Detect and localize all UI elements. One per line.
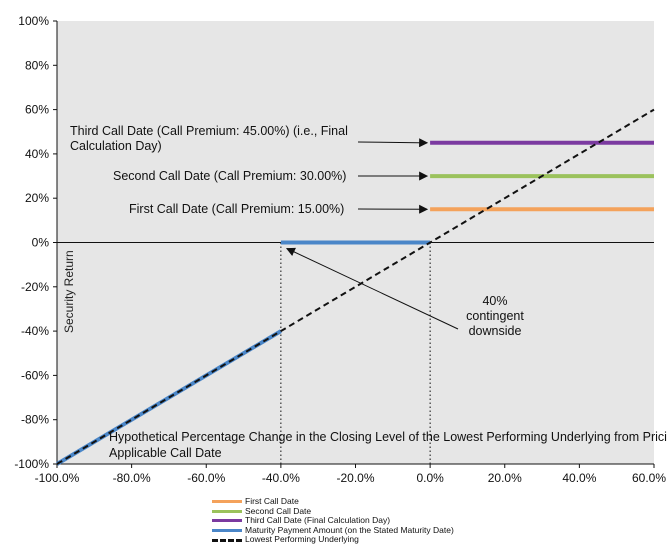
y-tick-label: 40% bbox=[25, 147, 49, 161]
legend-label: First Call Date bbox=[245, 497, 299, 506]
x-tick-label: -100.0% bbox=[35, 471, 80, 485]
legend-label: Third Call Date (Final Calculation Day) bbox=[245, 516, 391, 526]
y-tick-label: 60% bbox=[25, 103, 49, 117]
y-tick-label: 0% bbox=[32, 236, 50, 250]
legend-swatch bbox=[212, 509, 242, 513]
annotations: Third Call Date (Call Premium: 45.00%) (… bbox=[70, 124, 524, 338]
annotation-arrow bbox=[285, 247, 459, 330]
legend-label: Maturity Payment Amount (on the Stated M… bbox=[245, 525, 454, 535]
annotation: Third Call Date (Call Premium: 45.00%) (… bbox=[70, 124, 429, 153]
legend-item: Second Call Date bbox=[212, 507, 512, 517]
x-tick-label: 0.0% bbox=[416, 471, 444, 485]
legend-swatch bbox=[212, 519, 242, 523]
legend: First Call Date Second Call Date Third Cal… bbox=[212, 497, 512, 545]
y-tick-label: 20% bbox=[25, 191, 49, 205]
series-line bbox=[56, 108, 655, 465]
x-tick-label: 60.0% bbox=[632, 471, 666, 485]
x-tick-label: 20.0% bbox=[488, 471, 522, 485]
x-axis-label-text: Applicable Call Date bbox=[109, 446, 222, 460]
legend-swatch bbox=[212, 529, 242, 533]
legend-swatch bbox=[212, 538, 242, 542]
annotation-text: First Call Date (Call Premium: 15.00%) bbox=[129, 202, 344, 216]
annotation-text: downside bbox=[469, 324, 522, 338]
y-tick-label: 80% bbox=[25, 58, 49, 72]
annotation-text: Second Call Date (Call Premium: 30.00%) bbox=[113, 169, 346, 183]
y-tick-label: -20% bbox=[21, 280, 49, 294]
x-tick-label: 40.0% bbox=[562, 471, 596, 485]
legend-label: Lowest Performing Underlying bbox=[245, 535, 359, 545]
legend-item: Third Call Date (Final Calculation Day) bbox=[212, 516, 512, 526]
x-tick-label: -80.0% bbox=[113, 471, 151, 485]
x-axis-ticks: -100.0% -80.0% -60.0% -40.0% -20.0% 0.0% 20.0%… bbox=[35, 464, 666, 485]
annotation-text: Calculation Day) bbox=[70, 139, 162, 153]
x-axis-label: Hypothetical Percentage Change in the Cl… bbox=[109, 430, 667, 460]
annotation-text: contingent bbox=[466, 309, 524, 323]
y-axis-label: Security Return bbox=[62, 250, 76, 333]
legend-swatch bbox=[212, 500, 242, 504]
annotation-text: Third Call Date (Call Premium: 45.00%) (… bbox=[70, 124, 348, 138]
y-tick-label: -40% bbox=[21, 324, 49, 338]
y-tick-label: -100% bbox=[14, 457, 49, 471]
x-tick-label: -20.0% bbox=[336, 471, 374, 485]
legend-item: Lowest Performing Underlying bbox=[212, 535, 512, 545]
annotation-text: 40% bbox=[482, 294, 507, 308]
annotation-arrow bbox=[357, 138, 429, 148]
annotation: Second Call Date (Call Premium: 30.00%) bbox=[113, 169, 429, 183]
legend-item: Maturity Payment Amount (on the Stated M… bbox=[212, 526, 512, 536]
x-tick-label: -40.0% bbox=[262, 471, 300, 485]
legend-label: Second Call Date bbox=[245, 506, 312, 516]
x-tick-label: -60.0% bbox=[187, 471, 225, 485]
x-axis-label-text: Hypothetical Percentage Change in the Cl… bbox=[109, 430, 667, 444]
annotation: First Call Date (Call Premium: 15.00%) bbox=[129, 202, 429, 216]
legend-item: First Call Date bbox=[212, 497, 512, 507]
y-tick-label: -60% bbox=[21, 368, 49, 382]
y-tick-label: 100% bbox=[18, 14, 49, 28]
series-lines bbox=[55, 108, 655, 466]
y-axis-ticks: -100% -80% -60% -40% -20% 0% 20% 40% 60% 80% 100% bbox=[14, 14, 57, 471]
y-tick-label: -80% bbox=[21, 413, 49, 427]
